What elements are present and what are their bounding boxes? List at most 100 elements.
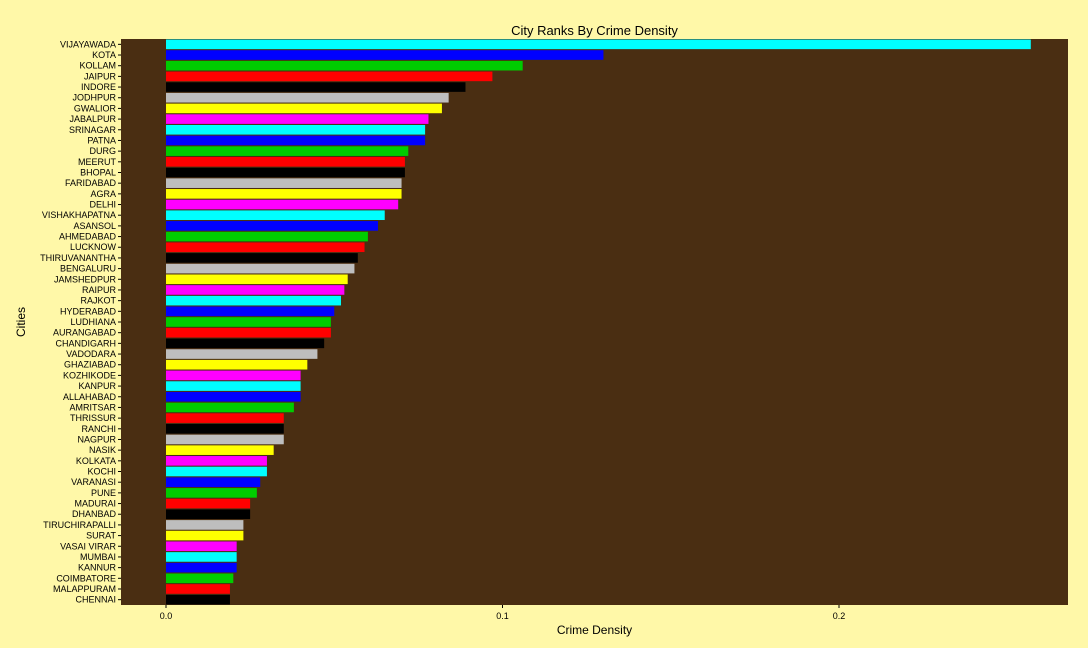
bar — [166, 434, 284, 445]
y-tick-label: JAIPUR — [84, 71, 117, 81]
bar — [166, 498, 251, 509]
bar — [166, 274, 348, 285]
bar — [166, 552, 237, 562]
y-tick-label: MUMBAI — [80, 552, 116, 562]
bar — [166, 338, 325, 349]
y-tick-label: VARANASI — [71, 477, 116, 487]
y-tick-label: THRISSUR — [70, 413, 117, 423]
y-tick-label: KOLKATA — [76, 456, 116, 466]
bar — [166, 584, 230, 594]
y-tick-label: VISHAKHAPATNA — [42, 210, 116, 220]
bar — [166, 488, 257, 498]
y-tick-label: SRINAGAR — [69, 125, 117, 135]
bar — [166, 263, 355, 274]
x-axis-title: Crime Density — [557, 623, 632, 637]
bar — [166, 594, 230, 605]
y-tick-label: NAGPUR — [77, 434, 116, 444]
bar — [166, 178, 402, 188]
bar — [166, 349, 318, 359]
y-tick-label: KOZHIKODE — [63, 370, 116, 380]
y-tick-label: JABALPUR — [69, 114, 116, 124]
bar — [166, 402, 294, 413]
bar — [166, 391, 301, 402]
y-tick-label: DURG — [90, 146, 117, 156]
bar — [166, 167, 405, 178]
y-tick-label: CHENNAI — [75, 595, 116, 605]
y-tick-label: LUCKNOW — [70, 242, 117, 252]
y-axis: VIJAYAWADAKOTAKOLLAMJAIPURINDOREJODHPURG… — [40, 39, 121, 605]
bar — [166, 135, 426, 146]
y-tick-label: AMRITSAR — [69, 402, 116, 412]
bar — [166, 285, 345, 295]
y-tick-label: VIJAYAWADA — [60, 39, 116, 49]
y-tick-label: MALAPPURAM — [53, 584, 116, 594]
y-tick-label: GHAZIABAD — [64, 360, 117, 370]
bar — [166, 520, 244, 530]
y-tick-label: RAIPUR — [82, 285, 117, 295]
y-tick-label: ASANSOL — [73, 221, 116, 231]
y-tick-label: TIRUCHIRAPALLI — [43, 520, 116, 530]
bar — [166, 456, 267, 466]
bar — [166, 221, 378, 231]
y-tick-label: DHANBAD — [72, 509, 117, 519]
bar — [166, 60, 523, 71]
bar — [166, 306, 335, 317]
bar — [166, 82, 466, 92]
x-tick-label: 0.1 — [496, 611, 509, 621]
chart-title: City Ranks By Crime Density — [511, 23, 678, 38]
x-axis: 0.0 0.1 0.2 — [160, 605, 846, 621]
y-tick-label: PUNE — [91, 488, 116, 498]
y-tick-label: COIMBATORE — [56, 573, 116, 583]
y-tick-label: HYDERABAD — [60, 306, 117, 316]
bar — [166, 477, 261, 487]
bar — [166, 573, 234, 584]
bar — [166, 242, 365, 253]
y-tick-label: VASAI VIRAR — [60, 541, 116, 551]
bars-layer — [166, 39, 1031, 605]
bar — [166, 423, 284, 434]
bar — [166, 50, 604, 60]
bar — [166, 413, 284, 423]
x-tick-label: 0.0 — [160, 611, 173, 621]
y-tick-label: KOCHI — [87, 467, 116, 477]
y-tick-label: MEERUT — [78, 157, 117, 167]
y-tick-label: MADURAI — [74, 499, 116, 509]
y-tick-label: INDORE — [81, 82, 116, 92]
y-tick-label: JAMSHEDPUR — [54, 274, 117, 284]
y-tick-label: SURAT — [86, 531, 116, 541]
y-tick-label: KOTA — [92, 50, 116, 60]
y-tick-label: PATNA — [87, 135, 116, 145]
bar — [166, 295, 341, 306]
bar — [166, 124, 426, 135]
y-tick-label: AGRA — [90, 189, 116, 199]
bar — [166, 253, 358, 263]
bar — [166, 71, 493, 82]
y-tick-label: CHANDIGARH — [55, 338, 116, 348]
y-tick-label: JODHPUR — [72, 93, 116, 103]
y-tick-label: KOLLAM — [79, 61, 116, 71]
y-tick-label: KANPUR — [78, 381, 116, 391]
bar — [166, 189, 402, 199]
bar — [166, 317, 331, 327]
bar — [166, 92, 449, 103]
bar — [166, 39, 1031, 50]
y-tick-label: RANCHI — [81, 424, 116, 434]
y-tick-label: VADODARA — [66, 349, 116, 359]
x-tick-label: 0.2 — [833, 611, 846, 621]
bar — [166, 562, 237, 573]
bar — [166, 381, 301, 391]
y-tick-label: ALLAHABAD — [63, 392, 117, 402]
y-tick-label: BENGALURU — [60, 264, 116, 274]
y-tick-label: THIRUVANANTHA — [40, 253, 116, 263]
bar — [166, 509, 251, 520]
bar — [166, 231, 368, 242]
y-tick-label: NASIK — [89, 445, 116, 455]
y-tick-label: FARIDABAD — [65, 178, 117, 188]
bar — [166, 466, 267, 477]
bar — [166, 445, 274, 455]
bar — [166, 327, 331, 338]
y-tick-label: GWALIOR — [74, 103, 117, 113]
bar — [166, 370, 301, 381]
